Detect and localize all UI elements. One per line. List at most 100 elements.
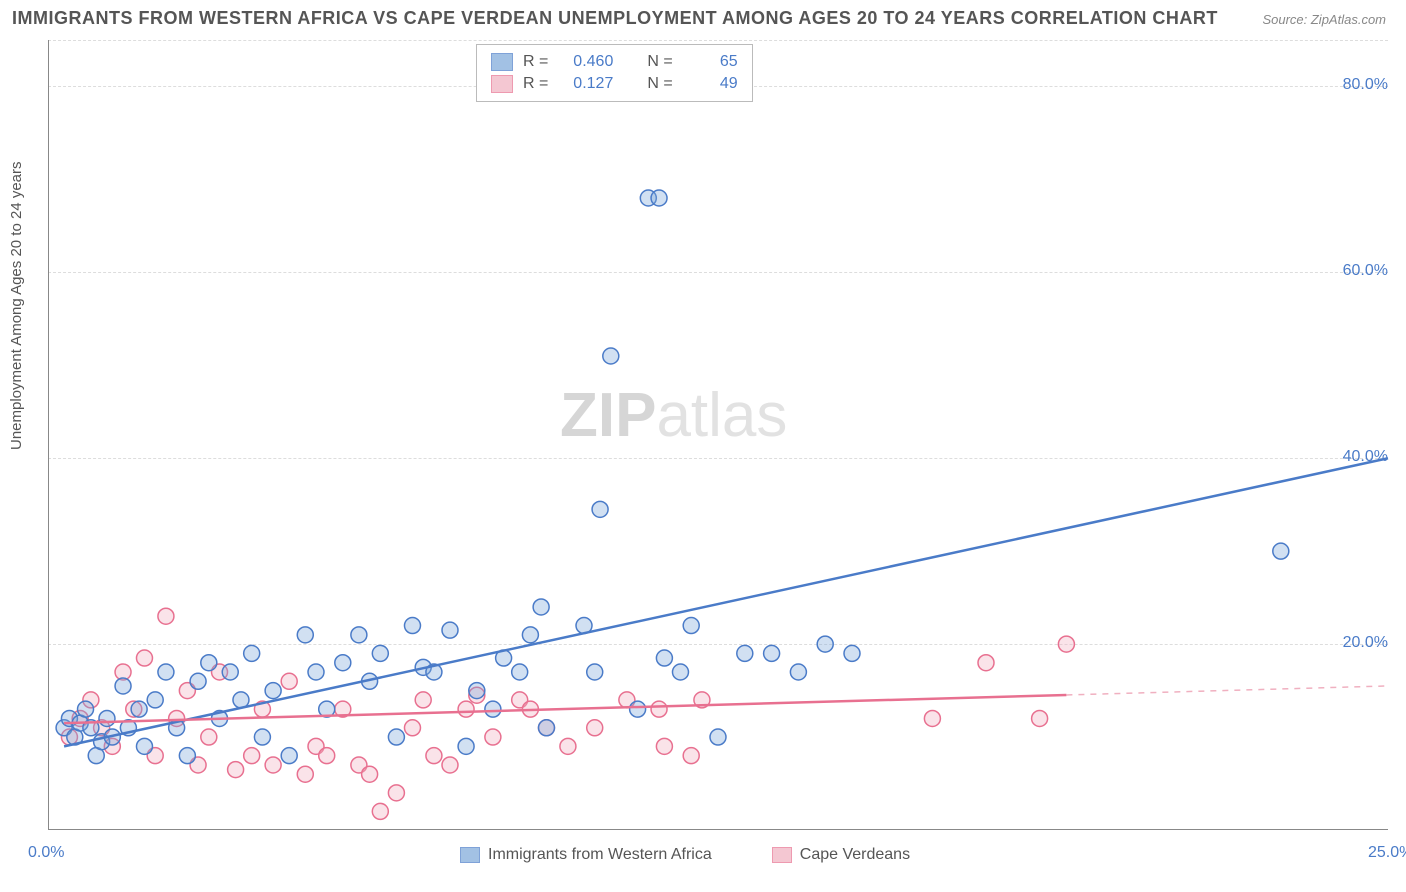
scatter-point: [817, 636, 833, 652]
scatter-point: [512, 664, 528, 680]
stats-legend-box: R = 0.460 N = 65 R = 0.127 N = 49: [476, 44, 753, 102]
scatter-point: [281, 748, 297, 764]
scatter-point: [1273, 543, 1289, 559]
scatter-point: [136, 650, 152, 666]
scatter-point: [533, 599, 549, 615]
scatter-point: [201, 655, 217, 671]
source-attribution: Source: ZipAtlas.com: [1262, 12, 1386, 27]
chart-container: IMMIGRANTS FROM WESTERN AFRICA VS CAPE V…: [0, 0, 1406, 892]
scatter-point: [651, 701, 667, 717]
scatter-point: [538, 720, 554, 736]
n-value-series2: 49: [683, 75, 738, 93]
scatter-point: [458, 738, 474, 754]
scatter-point: [656, 650, 672, 666]
scatter-point: [651, 190, 667, 206]
scatter-point: [99, 710, 115, 726]
chart-title: IMMIGRANTS FROM WESTERN AFRICA VS CAPE V…: [12, 8, 1218, 29]
scatter-point: [404, 618, 420, 634]
scatter-point: [372, 803, 388, 819]
scatter-point: [522, 627, 538, 643]
scatter-point: [587, 720, 603, 736]
scatter-point: [131, 701, 147, 717]
scatter-point: [458, 701, 474, 717]
r-value-series2: 0.127: [558, 75, 613, 93]
scatter-point: [244, 748, 260, 764]
scatter-point: [469, 683, 485, 699]
scatter-point: [1032, 710, 1048, 726]
r-value-series1: 0.460: [558, 53, 613, 71]
scatter-point: [362, 766, 378, 782]
scatter-point: [388, 785, 404, 801]
scatter-point: [1058, 636, 1074, 652]
scatter-point: [683, 618, 699, 634]
scatter-point: [485, 729, 501, 745]
n-label: N =: [647, 53, 672, 71]
scatter-point: [190, 673, 206, 689]
scatter-point: [978, 655, 994, 671]
scatter-point: [228, 762, 244, 778]
scatter-point: [308, 664, 324, 680]
scatter-point: [404, 720, 420, 736]
scatter-point: [790, 664, 806, 680]
scatter-point: [630, 701, 646, 717]
scatter-point: [158, 608, 174, 624]
scatter-point: [319, 748, 335, 764]
scatter-point: [115, 678, 131, 694]
scatter-point: [672, 664, 688, 680]
legend-swatch-series2: [772, 847, 792, 863]
scatter-point: [587, 664, 603, 680]
trend-line: [64, 695, 1066, 723]
legend-item-series1: Immigrants from Western Africa: [460, 846, 712, 864]
scatter-point: [136, 738, 152, 754]
scatter-point: [281, 673, 297, 689]
scatter-point: [442, 757, 458, 773]
scatter-point: [78, 701, 94, 717]
scatter-point: [147, 692, 163, 708]
scatter-point: [179, 748, 195, 764]
scatter-plot-svg: [48, 40, 1388, 830]
scatter-point: [244, 645, 260, 661]
scatter-point: [844, 645, 860, 661]
trend-line: [64, 458, 1388, 746]
scatter-point: [737, 645, 753, 661]
scatter-point: [265, 683, 281, 699]
r-label: R =: [523, 75, 548, 93]
scatter-point: [201, 729, 217, 745]
stats-swatch-series1: [491, 53, 513, 71]
stats-row-series1: R = 0.460 N = 65: [491, 51, 738, 73]
stats-row-series2: R = 0.127 N = 49: [491, 73, 738, 95]
scatter-point: [265, 757, 281, 773]
scatter-point: [388, 729, 404, 745]
y-axis-label: Unemployment Among Ages 20 to 24 years: [8, 161, 25, 450]
scatter-point: [924, 710, 940, 726]
scatter-point: [297, 766, 313, 782]
x-tick-label: 25.0%: [1368, 844, 1406, 862]
bottom-legend: Immigrants from Western Africa Cape Verd…: [460, 846, 910, 864]
n-label: N =: [647, 75, 672, 93]
scatter-point: [158, 664, 174, 680]
scatter-point: [351, 627, 367, 643]
scatter-point: [764, 645, 780, 661]
scatter-point: [222, 664, 238, 680]
scatter-point: [485, 701, 501, 717]
legend-swatch-series1: [460, 847, 480, 863]
scatter-point: [592, 501, 608, 517]
n-value-series1: 65: [683, 53, 738, 71]
trend-line-extrapolated: [1066, 686, 1388, 695]
r-label: R =: [523, 53, 548, 71]
scatter-point: [254, 729, 270, 745]
scatter-point: [372, 645, 388, 661]
scatter-point: [710, 729, 726, 745]
scatter-point: [683, 748, 699, 764]
scatter-point: [656, 738, 672, 754]
scatter-point: [603, 348, 619, 364]
scatter-point: [297, 627, 313, 643]
scatter-point: [335, 655, 351, 671]
legend-item-series2: Cape Verdeans: [772, 846, 910, 864]
stats-swatch-series2: [491, 75, 513, 93]
legend-label-series1: Immigrants from Western Africa: [488, 846, 712, 864]
x-tick-label: 0.0%: [28, 844, 64, 862]
scatter-point: [442, 622, 458, 638]
scatter-point: [415, 692, 431, 708]
legend-label-series2: Cape Verdeans: [800, 846, 910, 864]
